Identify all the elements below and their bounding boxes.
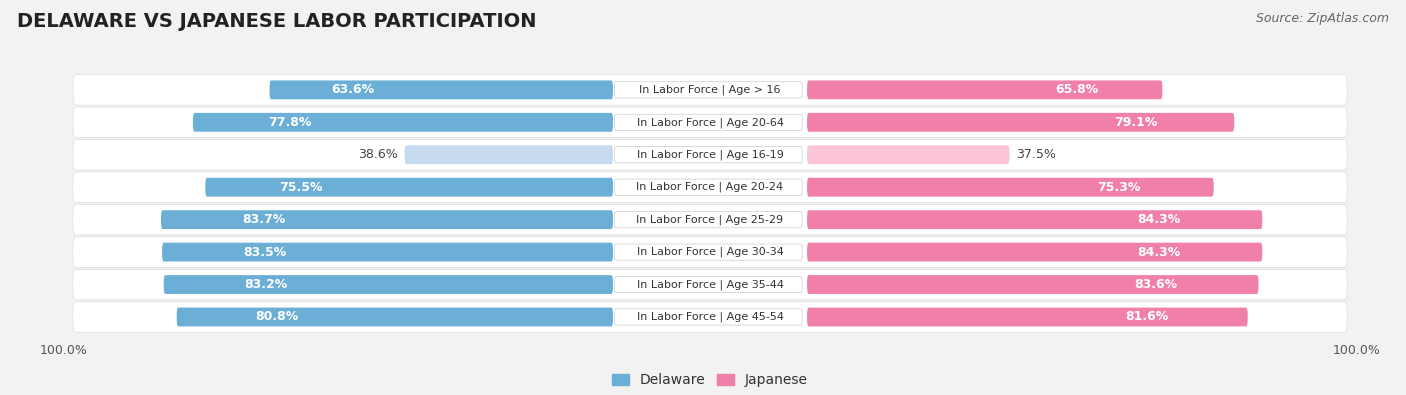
Text: In Labor Force | Age 35-44: In Labor Force | Age 35-44	[637, 279, 783, 290]
FancyBboxPatch shape	[807, 308, 1247, 326]
FancyBboxPatch shape	[614, 244, 803, 260]
FancyBboxPatch shape	[614, 309, 803, 325]
FancyBboxPatch shape	[73, 139, 1347, 170]
Text: 37.5%: 37.5%	[1017, 148, 1056, 161]
Text: 65.8%: 65.8%	[1054, 83, 1098, 96]
Text: 81.6%: 81.6%	[1125, 310, 1168, 324]
FancyBboxPatch shape	[163, 275, 613, 294]
Text: In Labor Force | Age 30-34: In Labor Force | Age 30-34	[637, 247, 783, 258]
FancyBboxPatch shape	[73, 107, 1347, 137]
Text: 75.3%: 75.3%	[1097, 181, 1140, 194]
FancyBboxPatch shape	[614, 276, 803, 293]
Text: 83.6%: 83.6%	[1135, 278, 1177, 291]
FancyBboxPatch shape	[73, 302, 1347, 332]
FancyBboxPatch shape	[614, 147, 803, 163]
FancyBboxPatch shape	[73, 75, 1347, 105]
FancyBboxPatch shape	[807, 275, 1258, 294]
Text: 75.5%: 75.5%	[278, 181, 322, 194]
FancyBboxPatch shape	[162, 210, 613, 229]
FancyBboxPatch shape	[205, 178, 613, 197]
Text: 83.2%: 83.2%	[245, 278, 288, 291]
Text: In Labor Force | Age 25-29: In Labor Force | Age 25-29	[637, 214, 783, 225]
Text: 83.7%: 83.7%	[242, 213, 285, 226]
FancyBboxPatch shape	[177, 308, 613, 326]
FancyBboxPatch shape	[807, 145, 1010, 164]
FancyBboxPatch shape	[807, 81, 1163, 99]
Text: DELAWARE VS JAPANESE LABOR PARTICIPATION: DELAWARE VS JAPANESE LABOR PARTICIPATION	[17, 12, 536, 31]
Text: 83.5%: 83.5%	[243, 246, 287, 259]
Text: In Labor Force | Age 16-19: In Labor Force | Age 16-19	[637, 149, 783, 160]
Text: In Labor Force | Age 45-54: In Labor Force | Age 45-54	[637, 312, 783, 322]
FancyBboxPatch shape	[614, 82, 803, 98]
Text: In Labor Force | Age 20-64: In Labor Force | Age 20-64	[637, 117, 783, 128]
FancyBboxPatch shape	[405, 145, 613, 164]
Text: In Labor Force | Age 20-24: In Labor Force | Age 20-24	[637, 182, 783, 192]
FancyBboxPatch shape	[73, 204, 1347, 235]
Text: 80.8%: 80.8%	[256, 310, 298, 324]
FancyBboxPatch shape	[614, 212, 803, 228]
FancyBboxPatch shape	[807, 178, 1213, 197]
FancyBboxPatch shape	[73, 172, 1347, 203]
FancyBboxPatch shape	[807, 243, 1263, 261]
FancyBboxPatch shape	[614, 114, 803, 130]
FancyBboxPatch shape	[162, 243, 613, 261]
FancyBboxPatch shape	[193, 113, 613, 132]
Text: 77.8%: 77.8%	[269, 116, 312, 129]
Legend: Delaware, Japanese: Delaware, Japanese	[607, 368, 813, 393]
Text: Source: ZipAtlas.com: Source: ZipAtlas.com	[1256, 12, 1389, 25]
Text: 84.3%: 84.3%	[1137, 213, 1181, 226]
FancyBboxPatch shape	[807, 210, 1263, 229]
FancyBboxPatch shape	[73, 269, 1347, 300]
FancyBboxPatch shape	[73, 237, 1347, 267]
Text: In Labor Force | Age > 16: In Labor Force | Age > 16	[640, 85, 780, 95]
Text: 79.1%: 79.1%	[1114, 116, 1157, 129]
Text: 84.3%: 84.3%	[1137, 246, 1181, 259]
FancyBboxPatch shape	[270, 81, 613, 99]
Text: 38.6%: 38.6%	[359, 148, 398, 161]
FancyBboxPatch shape	[807, 113, 1234, 132]
FancyBboxPatch shape	[614, 179, 803, 195]
Text: 63.6%: 63.6%	[332, 83, 374, 96]
